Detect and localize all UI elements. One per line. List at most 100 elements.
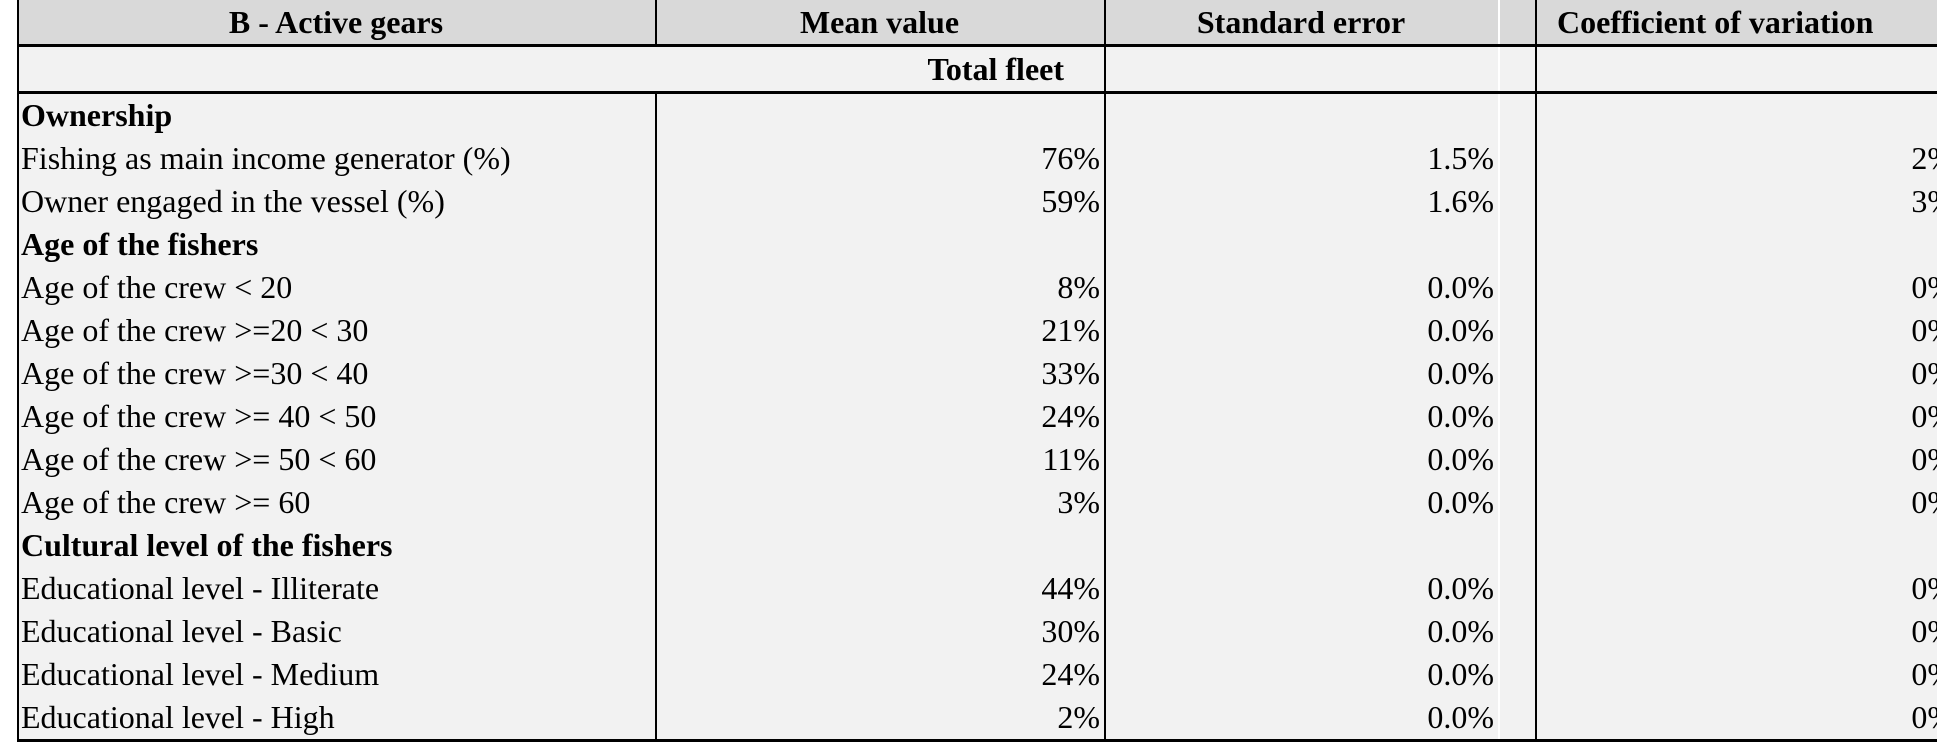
row-label: Educational level - Illiterate — [17, 567, 656, 610]
table-row: Age of the crew >= 603%0.0% 0% — [17, 481, 1937, 524]
mean-value — [655, 92, 1105, 137]
row-label: Age of the crew >= 60 — [17, 481, 656, 524]
spacer — [1498, 180, 1536, 223]
subheader-total-fleet: Total fleet — [17, 45, 1105, 94]
standard-error — [1104, 92, 1499, 137]
coefficient-of-variation: 0% — [1535, 266, 1937, 309]
standard-error — [1104, 524, 1499, 567]
header-label: B - Active gears — [17, 0, 656, 47]
standard-error: 0.0% — [1104, 481, 1499, 524]
header-se: Standard error — [1104, 0, 1499, 47]
row-label: Age of the crew >= 50 < 60 — [17, 438, 656, 481]
spacer — [1498, 266, 1536, 309]
table-row: Cultural level of the fishers — [17, 524, 1937, 567]
subheader-empty — [1104, 45, 1499, 94]
mean-value: 59% — [655, 180, 1105, 223]
subheader-empty — [1535, 45, 1937, 94]
spacer — [1498, 653, 1536, 696]
mean-value — [655, 524, 1105, 567]
spacer — [1498, 395, 1536, 438]
spacer — [1498, 438, 1536, 481]
row-label: Age of the crew >=30 < 40 — [17, 352, 656, 395]
coefficient-of-variation: 0% — [1535, 610, 1937, 653]
standard-error: 0.0% — [1104, 266, 1499, 309]
data-table: B - Active gears Mean value Standard err… — [17, 0, 1937, 742]
spacer — [1498, 696, 1536, 742]
subheader-row: Total fleet — [17, 45, 1937, 94]
standard-error: 0.0% — [1104, 653, 1499, 696]
table-row: Age of the fishers — [17, 223, 1937, 266]
row-label: Age of the fishers — [17, 223, 656, 266]
standard-error: 1.6% — [1104, 180, 1499, 223]
coefficient-of-variation: 0% — [1535, 653, 1937, 696]
header-row: B - Active gears Mean value Standard err… — [17, 0, 1937, 47]
subheader-text: Total fleet — [927, 50, 1064, 87]
mean-value: 11% — [655, 438, 1105, 481]
spacer — [1498, 524, 1536, 567]
subheader-empty — [1498, 45, 1536, 94]
coefficient-of-variation: 2% — [1535, 137, 1937, 180]
standard-error: 0.0% — [1104, 567, 1499, 610]
row-label: Age of the crew >=20 < 30 — [17, 309, 656, 352]
row-label: Ownership — [17, 92, 656, 137]
coefficient-of-variation: 0% — [1535, 481, 1937, 524]
table-row: Fishing as main income generator (%) 76% 1… — [17, 137, 1937, 180]
header-spacer — [1498, 0, 1536, 47]
table-row: Ownership — [17, 92, 1937, 137]
spacer — [1498, 137, 1536, 180]
coefficient-of-variation — [1535, 524, 1937, 567]
row-label: Educational level - Medium — [17, 653, 656, 696]
header-mean: Mean value — [655, 0, 1105, 47]
mean-value: 24% — [655, 395, 1105, 438]
mean-value: 33% — [655, 352, 1105, 395]
row-label: Owner engaged in the vessel (%) — [17, 180, 656, 223]
row-label: Age of the crew < 20 — [17, 266, 656, 309]
spacer — [1498, 610, 1536, 653]
row-label: Educational level - Basic — [17, 610, 656, 653]
coefficient-of-variation: 0% — [1535, 395, 1937, 438]
standard-error: 0.0% — [1104, 395, 1499, 438]
coefficient-of-variation — [1535, 223, 1937, 266]
row-label: Educational level - High — [17, 696, 656, 742]
coefficient-of-variation: 3% — [1535, 180, 1937, 223]
table-row: Owner engaged in the vessel (%)59%1.6% 3% — [17, 180, 1937, 223]
table-row: Age of the crew < 208%0.0% 0% — [17, 266, 1937, 309]
mean-value: 76% — [655, 137, 1105, 180]
header-cv: Coefficient of variation — [1535, 0, 1937, 47]
standard-error: 0.0% — [1104, 352, 1499, 395]
coefficient-of-variation — [1535, 92, 1937, 137]
standard-error: 0.0% — [1104, 438, 1499, 481]
mean-value: 8% — [655, 266, 1105, 309]
standard-error: 0.0% — [1104, 610, 1499, 653]
mean-value: 30% — [655, 610, 1105, 653]
spacer — [1498, 481, 1536, 524]
mean-value: 44% — [655, 567, 1105, 610]
mean-value: 3% — [655, 481, 1105, 524]
spacer — [1498, 352, 1536, 395]
standard-error: 0.0% — [1104, 309, 1499, 352]
spacer — [1498, 92, 1536, 137]
standard-error: 0.0% — [1104, 696, 1499, 742]
standard-error: 1.5% — [1104, 137, 1499, 180]
coefficient-of-variation: 0% — [1535, 438, 1937, 481]
mean-value: 2% — [655, 696, 1105, 742]
spacer — [1498, 223, 1536, 266]
spacer — [1498, 567, 1536, 610]
standard-error — [1104, 223, 1499, 266]
mean-value: 21% — [655, 309, 1105, 352]
mean-value: 24% — [655, 653, 1105, 696]
row-label: Age of the crew >= 40 < 50 — [17, 395, 656, 438]
row-label: Fishing as main income generator (%) — [17, 137, 656, 180]
coefficient-of-variation: 0% — [1535, 352, 1937, 395]
coefficient-of-variation: 0% — [1535, 567, 1937, 610]
mean-value — [655, 223, 1105, 266]
row-label: Cultural level of the fishers — [17, 524, 656, 567]
